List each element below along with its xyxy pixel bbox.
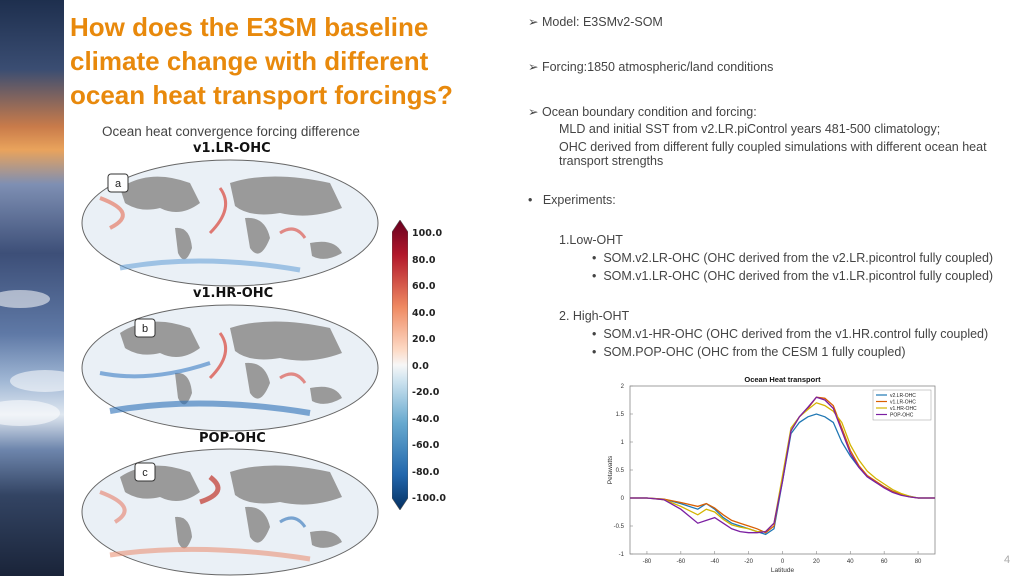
dot-bullet-icon: • bbox=[592, 251, 597, 265]
colorbar-tick-label: 40.0 bbox=[412, 307, 436, 319]
colorbar-tick-label: 60.0 bbox=[412, 281, 436, 292]
y-tick-label: 1 bbox=[621, 440, 625, 446]
y-tick-label: 0 bbox=[621, 496, 625, 502]
colorbar bbox=[392, 220, 408, 510]
low-oht-item1-text: SOM.v2.LR-OHC (OHC derived from the v2.L… bbox=[603, 251, 994, 265]
map-v1-hr: b bbox=[81, 304, 379, 432]
colorbar-tick-label: 20.0 bbox=[412, 334, 436, 345]
legend-entry: POP-OHC bbox=[890, 413, 914, 419]
bullet-model: ➢ Model: E3SMv2-SOM bbox=[528, 14, 663, 29]
low-oht-item2-text: SOM.v1.LR-OHC (OHC derived from the v1.L… bbox=[603, 269, 994, 283]
high-oht-item2-text: SOM.POP-OHC (OHC from the CESM 1 fully c… bbox=[603, 345, 906, 359]
ocean-sub1: MLD and initial SST from v2.LR.piControl… bbox=[559, 122, 941, 136]
cloud bbox=[10, 370, 64, 392]
page-number: 4 bbox=[1004, 554, 1011, 566]
low-oht-item1: • SOM.v2.LR-OHC (OHC derived from the v2… bbox=[592, 251, 993, 265]
dot-bullet-icon: • bbox=[528, 193, 533, 207]
low-oht-item2: • SOM.v1.LR-OHC (OHC derived from the v1… bbox=[592, 269, 993, 283]
arrow-bullet-icon: ➢ bbox=[528, 105, 539, 119]
ocean-heat-transport-chart: Ocean Heat transport 2 1.5 1 0.5 0 -0.5 -1 -80 -6… bbox=[607, 375, 936, 574]
colorbar-tick-label: -40.0 bbox=[412, 413, 440, 425]
high-oht-heading: 2. High-OHT bbox=[559, 309, 630, 323]
map-title-pop: POP-OHC bbox=[199, 431, 266, 446]
dot-bullet-icon: • bbox=[592, 269, 597, 283]
high-oht-item1: • SOM.v1-HR-OHC (OHC derived from the v1… bbox=[592, 327, 988, 341]
chart-title: Ocean Heat transport bbox=[744, 375, 821, 384]
colorbar-tick-label: 0.0 bbox=[412, 360, 429, 372]
map-panel-label-a: a bbox=[115, 178, 122, 190]
y-tick-label: 2 bbox=[621, 384, 625, 390]
bullet-forcing: ➢ Forcing:1850 atmospheric/land conditio… bbox=[528, 59, 773, 74]
legend-entry: v1.HR-OHC bbox=[890, 406, 917, 412]
colorbar-tick-label: -100.0 bbox=[412, 493, 446, 504]
bullet-ocean: ➢ Ocean boundary condition and forcing: bbox=[528, 104, 757, 119]
map-pop: c bbox=[81, 448, 379, 576]
x-tick-label: 40 bbox=[847, 559, 854, 565]
y-tick-label: 0.5 bbox=[616, 468, 625, 474]
y-tick-label: -0.5 bbox=[614, 524, 625, 530]
cloud bbox=[0, 400, 60, 426]
x-tick-label: -80 bbox=[643, 559, 652, 565]
arrow-bullet-icon: ➢ bbox=[528, 15, 539, 29]
y-axis-label: Petawatts bbox=[607, 455, 614, 484]
high-oht-item2: • SOM.POP-OHC (OHC from the CESM 1 fully… bbox=[592, 345, 906, 359]
colorbar-tick-label: 100.0 bbox=[412, 228, 443, 239]
colorbar-tick-label: -20.0 bbox=[412, 387, 440, 398]
x-axis-label: Latitude bbox=[771, 567, 795, 574]
x-tick-label: -40 bbox=[710, 559, 719, 565]
map-v1-lr: a bbox=[81, 159, 379, 287]
low-oht-heading: 1.Low-OHT bbox=[559, 233, 623, 247]
map-panel-label-b: b bbox=[142, 323, 148, 335]
legend-entry: v2.LR-OHC bbox=[890, 393, 916, 399]
dot-bullet-icon: • bbox=[592, 345, 597, 359]
high-oht-item1-text: SOM.v1-HR-OHC (OHC derived from the v1.H… bbox=[603, 327, 989, 341]
map-panel-label-c: c bbox=[142, 467, 148, 479]
x-tick-label: -20 bbox=[744, 559, 753, 565]
sky-photo-strip bbox=[0, 0, 64, 576]
x-tick-label: 20 bbox=[813, 559, 820, 565]
y-tick-label: -1 bbox=[619, 552, 625, 558]
y-tick-label: 1.5 bbox=[616, 412, 625, 418]
slide-title: How does the E3SM baseline climate chang… bbox=[70, 12, 453, 110]
legend-entry: v1.LR-OHC bbox=[890, 400, 916, 406]
map-title-v1-lr: v1.LR-OHC bbox=[193, 141, 271, 156]
x-tick-label: 0 bbox=[781, 559, 785, 565]
bullet-model-text: Model: E3SMv2-SOM bbox=[541, 15, 663, 29]
bullet-experiments: • Experiments: bbox=[528, 193, 616, 207]
ocean-sub2-line2: transport strengths bbox=[559, 154, 664, 168]
ocean-sub2-line1: OHC derived from different fully coupled… bbox=[559, 140, 987, 154]
cloud bbox=[0, 290, 50, 308]
bullet-forcing-text: Forcing:1850 atmospheric/land conditions bbox=[541, 60, 774, 74]
colorbar-tick-label: -80.0 bbox=[412, 466, 440, 478]
x-tick-label: 80 bbox=[915, 559, 922, 565]
bullet-ocean-text: Ocean boundary condition and forcing: bbox=[541, 105, 757, 119]
series-line-pop-ohc bbox=[630, 396, 935, 534]
dot-bullet-icon: • bbox=[592, 327, 597, 341]
bullet-experiments-text: Experiments: bbox=[542, 193, 616, 207]
colorbar-tick-label: 80.0 bbox=[412, 254, 436, 266]
map-caption: Ocean heat convergence forcing differenc… bbox=[102, 124, 360, 139]
x-tick-label: 60 bbox=[881, 559, 888, 565]
colorbar-tick-label: -60.0 bbox=[412, 440, 440, 451]
x-tick-label: -60 bbox=[676, 559, 685, 565]
arrow-bullet-icon: ➢ bbox=[528, 60, 539, 74]
map-title-v1-hr: v1.HR-OHC bbox=[193, 286, 274, 301]
